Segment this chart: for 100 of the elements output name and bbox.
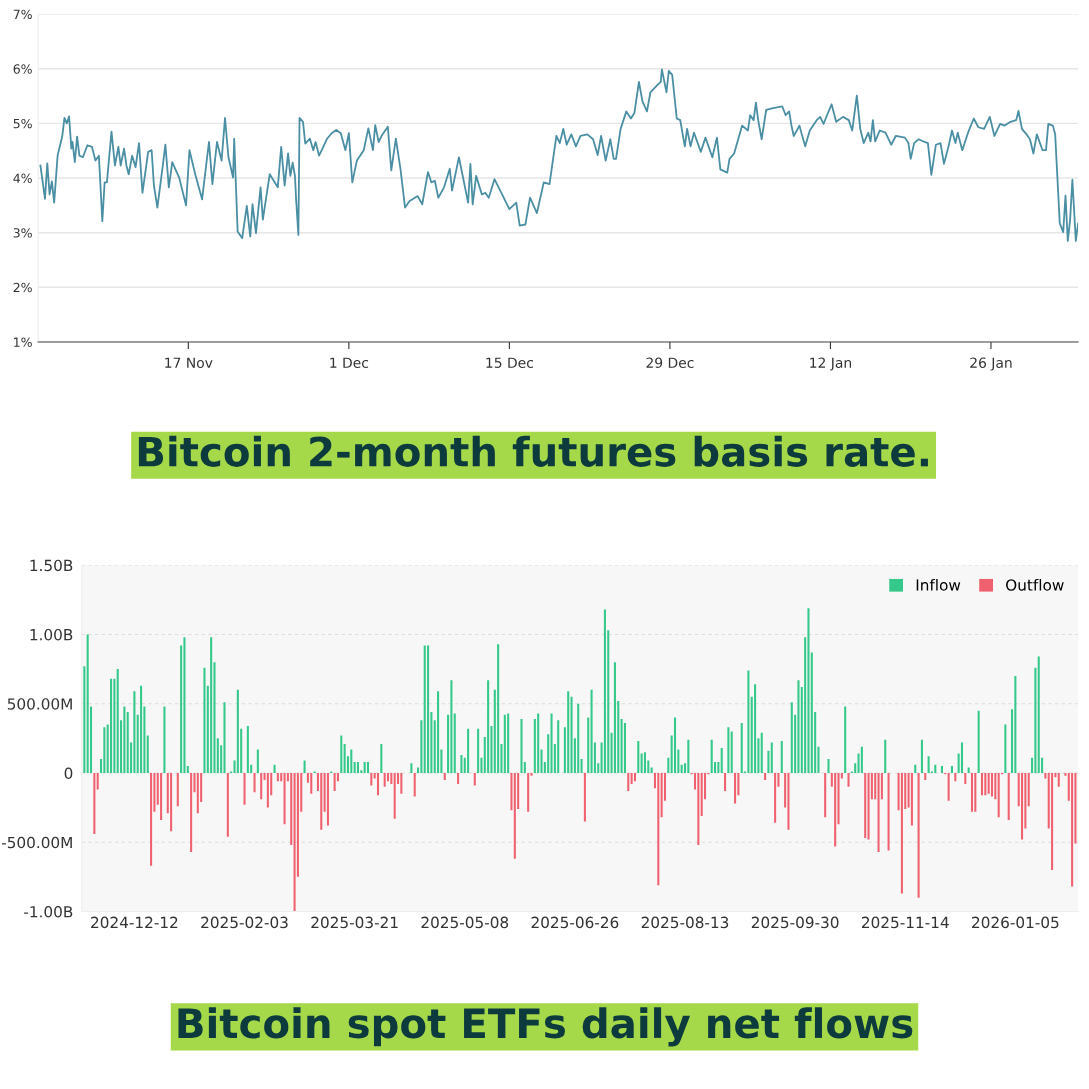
bar [874,772,877,800]
bar [613,662,616,773]
bar [760,732,763,773]
y-tick-label: 5% [13,118,32,129]
bar [790,702,793,773]
bar [730,731,733,773]
bar [333,772,336,791]
bar [550,713,553,773]
bar [383,772,386,787]
bar [450,680,453,773]
bar [687,739,690,773]
bar [633,772,636,782]
bar [243,772,246,805]
bar [754,684,757,773]
bar [747,670,750,773]
y-tick-label: 2% [13,282,32,293]
x-tick-label: 12 Jan [810,357,852,371]
bar [380,743,383,773]
bar [987,772,990,794]
bar [133,691,136,773]
x-tick-label: 2025-08-13 [641,916,729,929]
bar [764,772,767,780]
bar [643,752,646,773]
bar [570,696,573,773]
bar [477,728,480,773]
bar [590,689,593,773]
bar [223,702,226,773]
bar [824,772,827,818]
legend-label: Inflow [916,578,961,591]
bar [844,706,847,773]
bar [637,741,640,773]
bar [420,720,423,773]
bar [787,772,790,830]
bar [864,772,867,839]
bar [366,761,370,773]
bar [303,760,306,773]
bar [527,772,530,812]
bar [103,727,106,773]
bar [1057,772,1060,787]
bar [977,710,980,773]
bar [273,764,276,773]
bar [710,739,713,773]
bar [720,748,723,773]
bar [724,772,727,791]
bar [413,772,416,797]
bar [150,772,153,866]
bar [630,772,633,785]
y-tick-label: 1.00B [30,628,73,641]
x-tick-label: 2024-12-12 [91,916,178,929]
bar [860,746,863,773]
bar [210,637,213,773]
bar [1007,772,1010,821]
bar [984,772,987,796]
bar [627,772,630,791]
bar [293,772,296,912]
bar [673,717,677,773]
bar [256,749,259,773]
bar [970,772,974,812]
y-tick-label: 500.00M [7,698,72,710]
bar [964,772,967,785]
bar [1014,676,1017,773]
bar [717,761,720,773]
bar [276,772,279,782]
bar [497,644,500,773]
bar [994,772,997,800]
bar [990,772,994,797]
bar [580,759,583,773]
bar [827,759,830,773]
bar [427,645,430,773]
bar [507,713,510,773]
bar [780,741,783,773]
bar [884,739,887,773]
bar [513,772,516,859]
y-tick-label: -500.00M [1,836,72,849]
bar [423,645,426,773]
bar [1021,772,1024,840]
bar [657,772,660,886]
bar [680,764,683,773]
bar [340,735,343,773]
x-tick-label: 2025-11-14 [861,916,949,929]
bar [900,772,903,894]
bar [700,772,703,816]
bar [176,772,179,807]
bar [116,669,119,773]
bar [770,742,773,773]
bar [620,718,623,773]
bar [160,772,163,821]
bar [203,667,206,773]
bar [96,772,99,790]
bar [920,739,923,773]
bar [960,742,964,773]
bar [557,720,560,773]
bar [370,772,373,786]
bar [934,764,937,773]
bar [110,678,113,773]
bar [583,772,586,822]
bar [877,772,880,852]
bar [950,766,953,773]
bar [1034,667,1037,773]
bar [503,714,506,773]
